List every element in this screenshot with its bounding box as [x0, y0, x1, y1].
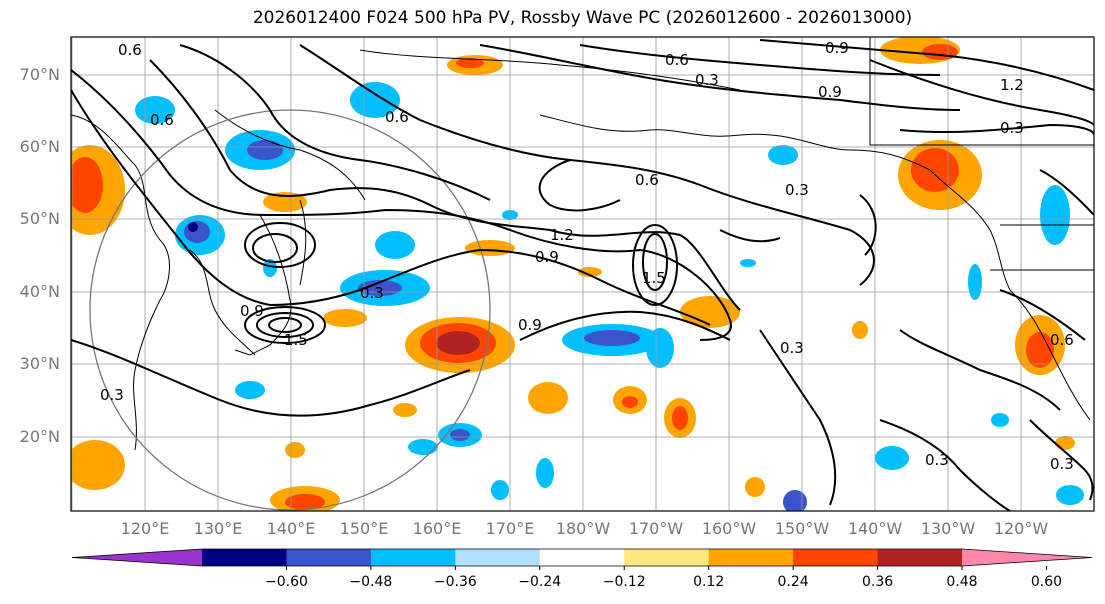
- contour-label: 1.2: [1000, 76, 1024, 94]
- contour-label: 1.5: [642, 269, 666, 287]
- lon-label: 170°W: [629, 519, 684, 538]
- graticule: [71, 37, 1094, 511]
- contour-label: 0.3: [360, 284, 384, 302]
- lon-label: 160°W: [702, 519, 757, 538]
- lat-label: 40°N: [20, 282, 60, 301]
- colorbar-swatch: [370, 549, 456, 566]
- colorbar-swatch: [202, 549, 287, 566]
- colorbar-extension-low: [72, 549, 202, 566]
- latitude-labels: 70°N 60°N 50°N 40°N 30°N 20°N: [20, 65, 60, 446]
- pv-contours: [71, 39, 1094, 511]
- colorbar-tick-label: 0.48: [946, 574, 977, 590]
- contour-label: 0.3: [780, 339, 804, 357]
- contour-label: 0.9: [825, 39, 849, 57]
- colorbar: −0.60 −0.48 −0.36 −0.24 −0.12 0.12 0.24 0.36 0.4…: [71, 548, 1093, 590]
- colorbar-tick-label: −0.12: [603, 574, 646, 590]
- contour-label: 0.3: [925, 451, 949, 469]
- colorbar-tick-label: 0.36: [862, 574, 893, 590]
- contour-label: 0.6: [1050, 331, 1074, 349]
- contour-label: 0.3: [785, 181, 809, 199]
- lat-label: 20°N: [20, 427, 60, 446]
- contour-label: 1.2: [550, 226, 574, 244]
- lat-label: 70°N: [20, 65, 60, 84]
- map-frame: [70, 36, 1095, 512]
- lon-label: 150°W: [775, 519, 830, 538]
- lon-label: 180°W: [556, 519, 611, 538]
- lon-label: 130°W: [921, 519, 976, 538]
- contour-label: 0.3: [1000, 119, 1024, 137]
- colorbar-swatch: [877, 549, 963, 566]
- contour-label: 0.9: [535, 248, 559, 266]
- contour-label: 0.9: [518, 316, 542, 334]
- longitude-labels: 120°E 130°E 140°E 150°E 160°E 170°E 180°…: [121, 519, 1049, 538]
- lat-label: 60°N: [20, 137, 60, 156]
- contour-label: 0.3: [695, 71, 719, 89]
- lon-label: 140°E: [267, 519, 316, 538]
- contour-label: 0.6: [635, 171, 659, 189]
- contour-label: 0.6: [665, 51, 689, 69]
- contour-label: 0.3: [100, 386, 124, 404]
- contour-label: 0.6: [118, 41, 142, 59]
- colorbar-swatch: [539, 549, 625, 566]
- colorbar-tick-label: 0.12: [693, 574, 724, 590]
- colorbar-tick-label: −0.24: [518, 574, 561, 590]
- lon-label: 140°W: [848, 519, 903, 538]
- colorbar-swatch: [455, 549, 541, 566]
- colorbar-tick-label: −0.36: [434, 574, 477, 590]
- lon-label: 160°E: [413, 519, 462, 538]
- lon-label: 130°E: [194, 519, 243, 538]
- pv-anomaly-shading: [71, 37, 1084, 511]
- contour-label: 0.6: [385, 108, 409, 126]
- colorbar-tick-label: −0.48: [349, 574, 392, 590]
- lat-label: 50°N: [20, 209, 60, 228]
- contour-labels: 0.6 0.9 0.6 0.3 0.9 1.2 0.3 0.6 0.6 0.6 …: [100, 39, 1074, 473]
- colorbar-extension-high: [962, 549, 1092, 566]
- colorbar-swatch: [624, 549, 710, 566]
- contour-label: 0.6: [150, 111, 174, 129]
- lat-label: 30°N: [20, 354, 60, 373]
- contour-label: 0.9: [240, 302, 264, 320]
- colorbar-swatch: [286, 549, 372, 566]
- contour-label: 0.9: [818, 83, 842, 101]
- contour-label: 1.5: [284, 331, 308, 349]
- map-title: 2026012400 F024 500 hPa PV, Rossby Wave …: [252, 8, 913, 28]
- contour-label: 0.3: [1050, 455, 1074, 473]
- colorbar-tick-label: 0.60: [1031, 574, 1062, 590]
- lon-label: 120°E: [121, 519, 170, 538]
- colorbar-swatch: [708, 549, 794, 566]
- lon-label: 170°E: [486, 519, 535, 538]
- colorbar-tick-label: −0.60: [265, 574, 308, 590]
- reference-circle: [89, 109, 491, 511]
- lon-label: 120°W: [994, 519, 1049, 538]
- colorbar-outline: [71, 548, 1093, 567]
- lon-label: 150°E: [340, 519, 389, 538]
- colorbar-swatch: [793, 549, 879, 566]
- colorbar-tick-label: 0.24: [778, 574, 809, 590]
